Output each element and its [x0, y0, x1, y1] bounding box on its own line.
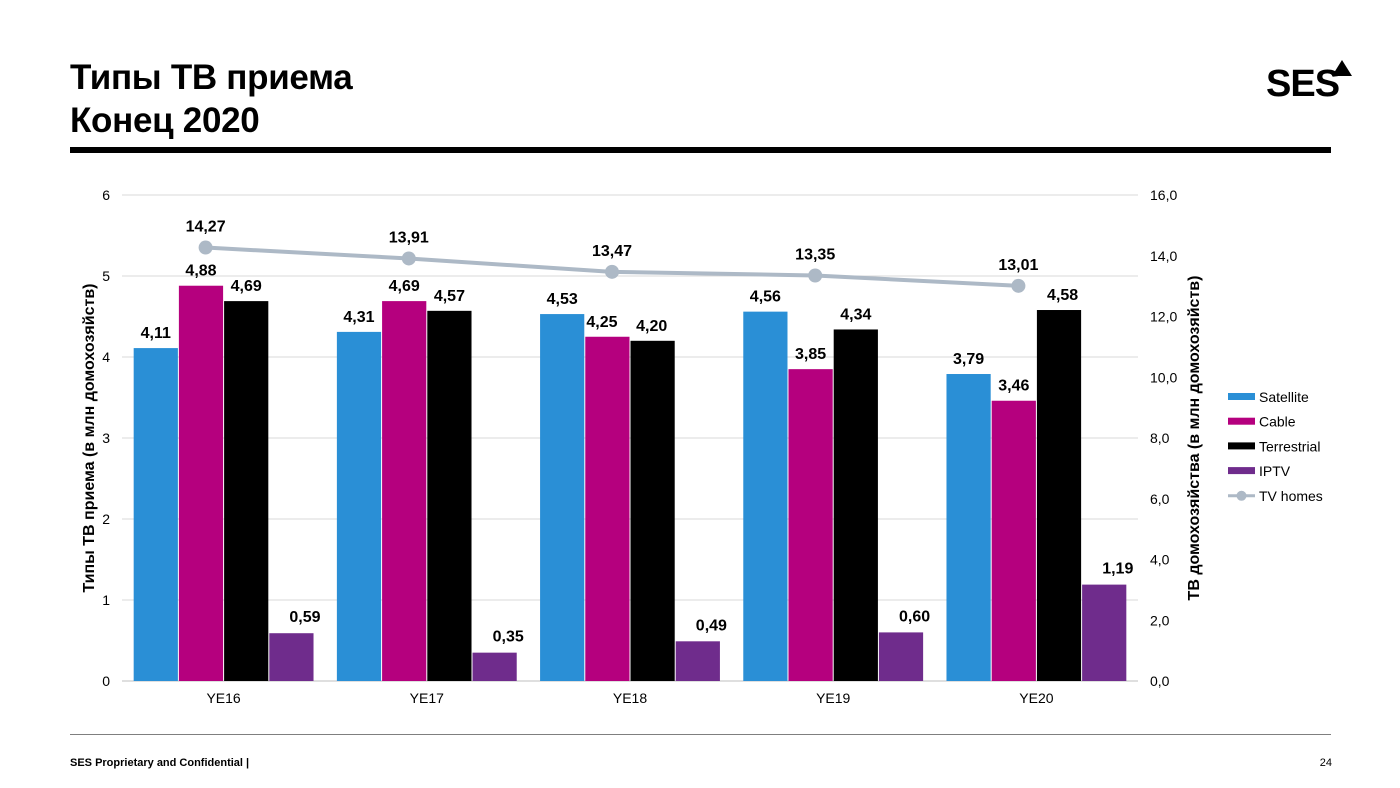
- y2-tick-label: 6,0: [1150, 491, 1170, 507]
- bar-iptv: [675, 641, 720, 681]
- data-label: 3,79: [953, 351, 984, 368]
- legend-label: Satellite: [1259, 389, 1309, 405]
- bar-iptv: [269, 633, 314, 681]
- y2-tick-label: 10,0: [1150, 369, 1177, 385]
- x-tick-label: YE20: [1019, 690, 1053, 706]
- footer-rule: [70, 734, 1331, 735]
- y-tick-label: 0: [102, 673, 110, 689]
- line-data-label: 14,27: [186, 219, 226, 236]
- y2-tick-label: 12,0: [1150, 309, 1177, 325]
- y2-tick-label: 0,0: [1150, 673, 1170, 689]
- bar-satellite: [133, 348, 178, 681]
- ses-logo: SES: [1266, 60, 1352, 102]
- bar-satellite: [540, 314, 585, 681]
- bar-satellite: [336, 331, 382, 681]
- data-label: 4,88: [185, 263, 216, 280]
- bar-iptv: [1082, 584, 1127, 681]
- title-rule: [70, 147, 1331, 153]
- data-label: 4,69: [389, 278, 420, 295]
- data-label: 0,49: [696, 617, 727, 634]
- data-label: 4,58: [1047, 287, 1078, 304]
- data-label: 4,34: [840, 306, 871, 323]
- x-tick-label: YE16: [206, 690, 240, 706]
- data-label: 4,20: [636, 318, 667, 335]
- legend-swatch: [1228, 393, 1255, 400]
- y2-tick-label: 4,0: [1150, 552, 1170, 568]
- y2-tick-label: 14,0: [1150, 248, 1177, 264]
- bar-cable: [382, 301, 427, 681]
- y2-axis-title: ТВ домохозяйства (в млн домохозяйств): [1186, 276, 1203, 601]
- data-label: 4,11: [141, 325, 171, 342]
- title-line-1: Типы ТВ приема: [70, 58, 353, 97]
- y2-tick-label: 2,0: [1150, 612, 1170, 628]
- data-label: 0,59: [289, 609, 320, 626]
- y-tick-label: 5: [102, 268, 110, 284]
- x-tick-label: YE19: [816, 690, 850, 706]
- data-label: 4,57: [434, 288, 465, 305]
- line-point: [198, 240, 213, 255]
- bar-terrestrial: [1036, 310, 1082, 681]
- line-data-label: 13,91: [389, 229, 429, 246]
- legend-line-marker: [1236, 490, 1247, 501]
- title-line-2: Конец 2020: [70, 101, 260, 140]
- data-label: 4,53: [547, 291, 578, 308]
- data-label: 4,31: [343, 309, 374, 326]
- legend-swatch: [1228, 417, 1255, 425]
- bar-cable: [991, 400, 1036, 681]
- data-label: 4,25: [586, 314, 617, 331]
- data-label: 4,69: [231, 278, 262, 295]
- data-label: 3,46: [998, 378, 1029, 395]
- line-point: [1011, 278, 1026, 293]
- legend-label: Terrestrial: [1259, 438, 1320, 454]
- data-label: 4,56: [750, 289, 781, 306]
- line-data-label: 13,35: [795, 246, 835, 263]
- legend-label: TV homes: [1259, 488, 1323, 504]
- footer-confidential: SES Proprietary and Confidential |: [70, 757, 250, 769]
- y-tick-label: 1: [102, 592, 110, 608]
- page-number: 24: [1319, 757, 1332, 769]
- legend-swatch: [1228, 442, 1255, 450]
- bar-iptv: [878, 632, 924, 681]
- bar-cable: [585, 336, 630, 681]
- bar-cable: [788, 369, 833, 681]
- bar-terrestrial: [630, 340, 675, 681]
- data-label: 3,85: [795, 346, 826, 363]
- legend-label: Cable: [1259, 414, 1296, 430]
- ses-logo-text: SES: [1266, 63, 1339, 102]
- ses-logo-triangle: [1332, 60, 1352, 76]
- slide-title: Типы ТВ приема Конец 2020: [70, 56, 353, 142]
- y-tick-label: 4: [102, 349, 110, 365]
- bar-satellite: [946, 374, 991, 681]
- y-tick-label: 2: [102, 511, 110, 527]
- x-tick-label: YE18: [613, 690, 647, 706]
- legend-swatch: [1228, 467, 1255, 475]
- bar-terrestrial: [427, 310, 472, 681]
- legend-label: IPTV: [1259, 463, 1291, 479]
- y-tick-label: 6: [102, 187, 110, 203]
- y2-tick-label: 8,0: [1150, 430, 1170, 446]
- y2-tick-label: 16,0: [1150, 187, 1177, 203]
- data-label: 0,35: [493, 629, 524, 646]
- line-point: [808, 268, 823, 283]
- bar-satellite: [743, 311, 788, 681]
- y-tick-label: 3: [102, 430, 110, 446]
- bar-terrestrial: [833, 329, 878, 681]
- data-label: 0,60: [899, 608, 930, 625]
- x-tick-label: YE17: [410, 690, 444, 706]
- bar-terrestrial: [224, 301, 269, 681]
- bar-cable: [178, 285, 224, 681]
- line-data-label: 13,47: [592, 243, 632, 260]
- line-data-label: 13,01: [998, 257, 1038, 274]
- line-point: [605, 264, 619, 279]
- line-point: [401, 251, 416, 266]
- y-axis-title: Типы ТВ приема (в млн домохозяйств): [81, 284, 98, 593]
- bar-iptv: [472, 652, 517, 681]
- data-label: 1,19: [1102, 561, 1133, 578]
